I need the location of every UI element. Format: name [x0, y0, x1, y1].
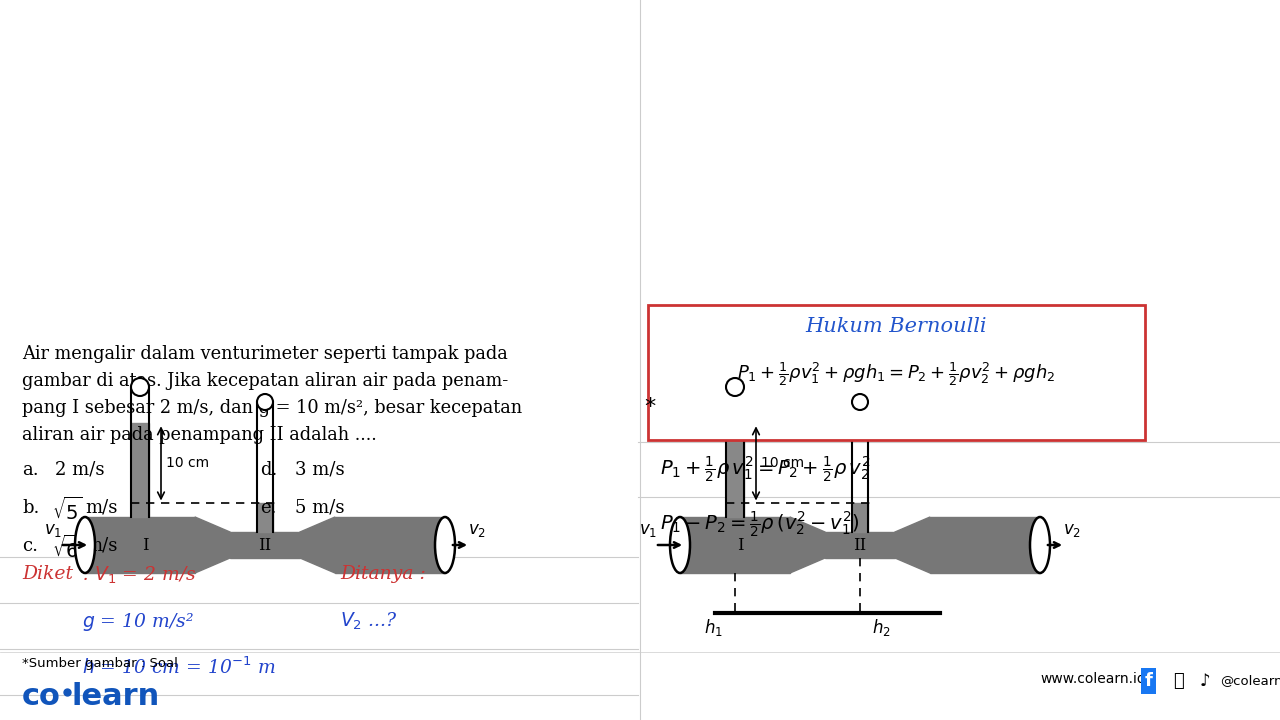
Polygon shape [790, 517, 826, 573]
Text: Ditanya :: Ditanya : [340, 565, 426, 583]
Text: II: II [259, 536, 271, 554]
Bar [726, 423, 744, 517]
Text: a.: a. [22, 461, 38, 479]
Ellipse shape [76, 517, 95, 573]
Text: 10 cm: 10 cm [762, 456, 804, 470]
Text: gambar di atas. Jika kecepatan aliran air pada penam-: gambar di atas. Jika kecepatan aliran ai… [22, 372, 508, 390]
Text: II: II [854, 536, 867, 554]
Text: $h_2$: $h_2$ [872, 617, 891, 638]
Text: I: I [142, 536, 148, 554]
Text: 5 m/s: 5 m/s [294, 499, 344, 517]
Polygon shape [895, 517, 931, 573]
Text: www.colearn.id: www.colearn.id [1039, 672, 1146, 686]
Text: I: I [737, 536, 744, 554]
Text: $\sqrt{5}$: $\sqrt{5}$ [52, 497, 83, 524]
Bar [680, 517, 790, 573]
Text: $V_2$ ...?: $V_2$ ...? [340, 611, 398, 632]
Polygon shape [195, 517, 230, 573]
Text: co: co [22, 682, 61, 711]
Text: m/s: m/s [84, 499, 118, 517]
Text: Diket: Diket [22, 565, 73, 583]
Text: f: f [1146, 672, 1153, 690]
Ellipse shape [435, 517, 454, 573]
Text: learn: learn [72, 682, 160, 711]
Text: $\sqrt{6}$: $\sqrt{6}$ [52, 535, 83, 562]
Bar [230, 532, 300, 558]
Circle shape [131, 378, 148, 396]
Text: ⓘ: ⓘ [1172, 672, 1184, 690]
Text: 2 m/s: 2 m/s [55, 461, 105, 479]
Circle shape [726, 378, 744, 396]
Text: *: * [644, 397, 655, 417]
Text: m/s: m/s [84, 537, 118, 555]
Bar [84, 517, 195, 573]
Text: $v_1$: $v_1$ [44, 521, 63, 539]
Text: : $V_1$ = 2 m/s: : $V_1$ = 2 m/s [82, 565, 197, 586]
Text: $P_1 + \frac{1}{2}\rho\, v_1^2 = P_2 + \frac{1}{2}\rho\, v_2^2$: $P_1 + \frac{1}{2}\rho\, v_1^2 = P_2 + \… [660, 455, 870, 485]
Bar [931, 517, 1039, 573]
Text: Air mengalir dalam venturimeter seperti tampak pada: Air mengalir dalam venturimeter seperti … [22, 345, 508, 363]
Text: 10 cm: 10 cm [166, 456, 209, 470]
Bar [648, 305, 1146, 440]
Text: $v_2$: $v_2$ [1062, 521, 1082, 539]
Text: d.: d. [260, 461, 278, 479]
Text: @colearn.id: @colearn.id [1220, 674, 1280, 687]
Text: $h$ = 10 cm = 10$^{-1}$ m: $h$ = 10 cm = 10$^{-1}$ m [82, 657, 275, 678]
Circle shape [852, 394, 868, 410]
Text: c.: c. [22, 537, 38, 555]
Text: $v_2$: $v_2$ [468, 521, 486, 539]
Text: 3 m/s: 3 m/s [294, 461, 344, 479]
Bar [335, 517, 445, 573]
Ellipse shape [1030, 517, 1050, 573]
Text: e.: e. [260, 499, 276, 517]
Text: $P_1 + \frac{1}{2}\rho v_1^2 + \rho g h_1 = P_2 + \frac{1}{2}\rho v_2^2 + \rho g: $P_1 + \frac{1}{2}\rho v_1^2 + \rho g h_… [737, 360, 1056, 388]
Bar [852, 503, 868, 532]
Text: aliran air pada penampang II adalah ....: aliran air pada penampang II adalah .... [22, 426, 376, 444]
Circle shape [257, 394, 273, 410]
Text: $h_1$: $h_1$ [704, 617, 723, 638]
Text: b.: b. [22, 499, 40, 517]
Bar [257, 503, 273, 532]
Polygon shape [300, 517, 335, 573]
Text: $P_1 - P_2 = \frac{1}{2}\rho\, (v_2^2 - v_1^2)$: $P_1 - P_2 = \frac{1}{2}\rho\, (v_2^2 - … [660, 510, 859, 540]
Text: ♪: ♪ [1201, 672, 1211, 690]
Text: pang I sebesar 2 m/s, dan g = 10 m/s², besar kecepatan: pang I sebesar 2 m/s, dan g = 10 m/s², b… [22, 399, 522, 417]
Text: Hukum Bernoulli: Hukum Bernoulli [805, 317, 987, 336]
Bar [131, 423, 148, 517]
Ellipse shape [669, 517, 690, 573]
Text: $v_1$: $v_1$ [639, 521, 657, 539]
Bar [826, 532, 895, 558]
Text: $g$ = 10 m/s²: $g$ = 10 m/s² [82, 611, 193, 633]
Text: *Sumber gambar : Soal: *Sumber gambar : Soal [22, 657, 178, 670]
